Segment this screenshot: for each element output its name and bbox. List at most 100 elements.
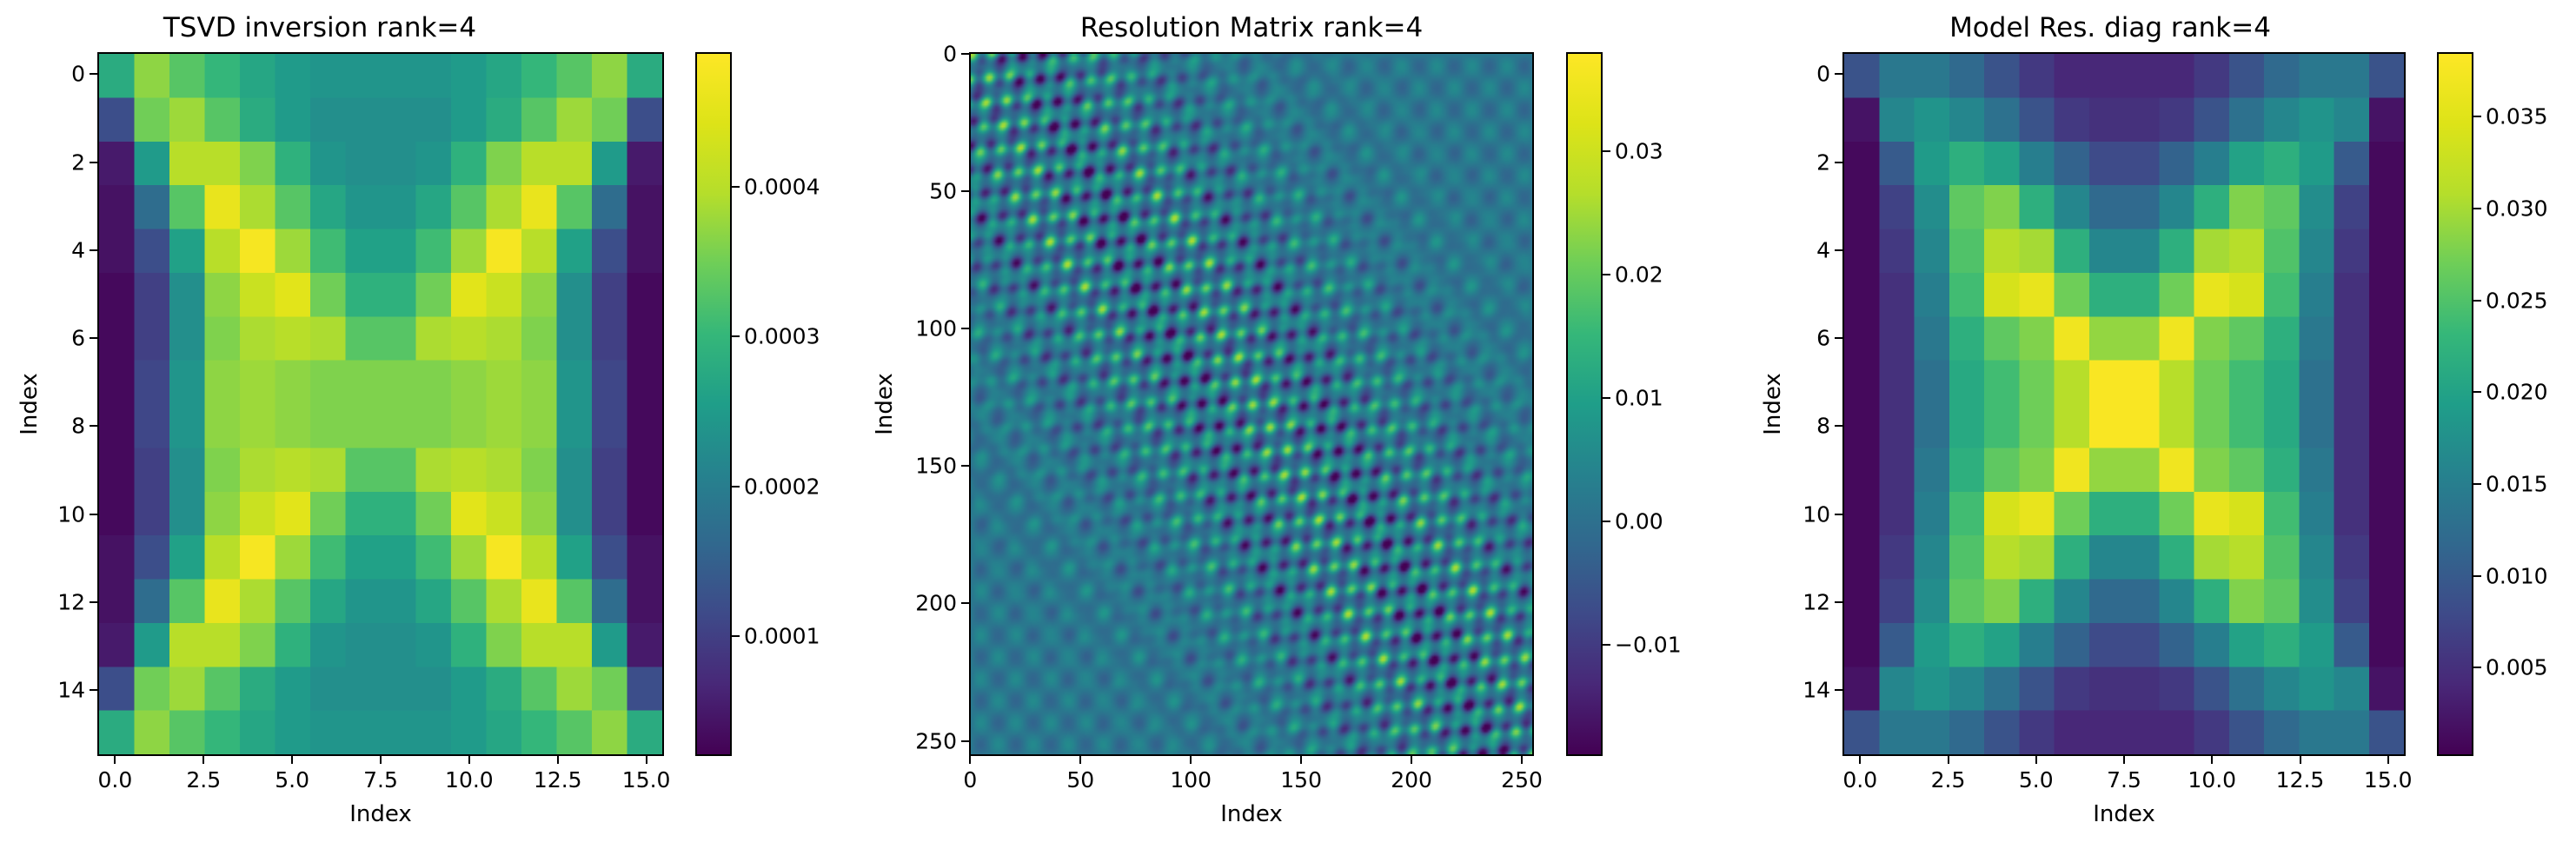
x-tick-label: 0 bbox=[963, 767, 978, 793]
x-tick-label: 7.5 bbox=[363, 767, 398, 793]
y-tick-mark bbox=[90, 337, 97, 340]
colorbar-tick-mark bbox=[1603, 273, 1610, 275]
y-tick-mark bbox=[90, 249, 97, 251]
colorbar bbox=[695, 52, 732, 756]
x-tick-label: 7.5 bbox=[2107, 767, 2141, 793]
y-axis-label: Index bbox=[17, 373, 43, 435]
colorbar-tick-label: 0.0001 bbox=[744, 623, 820, 649]
x-tick-label: 150 bbox=[1280, 767, 1322, 793]
y-tick-label: 2 bbox=[1816, 149, 1830, 176]
heatmap-cells bbox=[971, 54, 1532, 754]
x-tick-label: 2.5 bbox=[186, 767, 222, 793]
colorbar-tick-mark bbox=[732, 485, 740, 488]
y-tick-label: 14 bbox=[57, 677, 85, 703]
colorbar-tick-mark bbox=[2473, 391, 2481, 394]
x-tick-label: 0.0 bbox=[1842, 767, 1878, 793]
colorbar-tick-mark bbox=[2473, 482, 2481, 485]
x-tick-label: 15.0 bbox=[621, 767, 671, 793]
x-tick-label: 5.0 bbox=[275, 767, 310, 793]
y-tick-mark bbox=[961, 465, 969, 468]
y-tick-mark bbox=[961, 740, 969, 742]
x-tick-mark bbox=[1079, 756, 1082, 764]
colorbar-tick-mark bbox=[732, 635, 740, 638]
x-tick-mark bbox=[1190, 756, 1192, 764]
x-tick-mark bbox=[114, 756, 116, 764]
x-tick-mark bbox=[2123, 756, 2125, 764]
x-tick-label: 100 bbox=[1170, 767, 1212, 793]
colorbar-tick-label: 0.035 bbox=[2486, 103, 2548, 129]
colorbar-tick-label: 0.00 bbox=[1615, 508, 1663, 534]
y-tick-mark bbox=[90, 161, 97, 163]
colorbar-tick-mark bbox=[732, 335, 740, 338]
colorbar-tick-label: 0.020 bbox=[2486, 379, 2548, 405]
y-tick-label: 250 bbox=[915, 728, 957, 754]
colorbar-tick-mark bbox=[2473, 299, 2481, 302]
y-tick-label: 0 bbox=[71, 61, 85, 87]
x-axis-label: Index bbox=[1220, 801, 1283, 827]
colorbar-tick-label: 0.015 bbox=[2486, 471, 2548, 497]
x-tick-mark bbox=[1521, 756, 1524, 764]
chart-title: Model Res. diag rank=4 bbox=[1949, 12, 2271, 43]
y-tick-mark bbox=[90, 689, 97, 692]
y-tick-label: 12 bbox=[1803, 589, 1830, 615]
colorbar-tick-label: 0.010 bbox=[2486, 563, 2548, 589]
colorbar-tick-mark bbox=[2473, 667, 2481, 669]
x-tick-mark bbox=[380, 756, 382, 764]
x-tick-mark bbox=[1300, 756, 1303, 764]
x-tick-mark bbox=[291, 756, 294, 764]
y-tick-label: 12 bbox=[57, 589, 85, 615]
x-axis-label: Index bbox=[2093, 801, 2155, 827]
chart-title: TSVD inversion rank=4 bbox=[163, 12, 477, 43]
x-axis-label: Index bbox=[349, 801, 412, 827]
x-tick-mark bbox=[556, 756, 559, 764]
y-tick-label: 4 bbox=[71, 237, 85, 263]
colorbar-tick-mark bbox=[1603, 521, 1610, 522]
x-tick-label: 0.0 bbox=[97, 767, 133, 793]
heatmap-cells bbox=[99, 54, 662, 754]
colorbar-tick-label: 0.005 bbox=[2486, 654, 2548, 680]
x-tick-mark bbox=[2211, 756, 2214, 764]
colorbar-tick-mark bbox=[2473, 116, 2481, 118]
y-tick-label: 4 bbox=[1816, 237, 1830, 263]
y-tick-label: 200 bbox=[915, 590, 957, 616]
y-tick-label: 6 bbox=[71, 325, 85, 351]
colorbar-tick-mark bbox=[1603, 644, 1610, 647]
x-tick-mark bbox=[2035, 756, 2037, 764]
colorbar bbox=[1566, 52, 1603, 756]
heatmap-plot-area bbox=[969, 52, 1534, 756]
colorbar-tick-label: 0.02 bbox=[1615, 262, 1663, 288]
x-tick-mark bbox=[2299, 756, 2301, 764]
y-tick-label: 8 bbox=[1816, 413, 1830, 439]
y-tick-mark bbox=[1835, 337, 1842, 340]
x-tick-mark bbox=[2387, 756, 2389, 764]
y-tick-label: 50 bbox=[929, 178, 957, 204]
y-tick-mark bbox=[1835, 600, 1842, 603]
x-tick-mark bbox=[645, 756, 647, 764]
x-tick-mark bbox=[1947, 756, 1949, 764]
chart-title: Resolution Matrix rank=4 bbox=[1079, 12, 1424, 43]
y-tick-mark bbox=[90, 73, 97, 76]
x-tick-label: 200 bbox=[1391, 767, 1432, 793]
y-tick-mark bbox=[90, 513, 97, 515]
colorbar-tick-mark bbox=[2473, 574, 2481, 577]
colorbar-tick-mark bbox=[1603, 149, 1610, 152]
x-tick-label: 15.0 bbox=[2363, 767, 2413, 793]
colorbar bbox=[2437, 52, 2473, 756]
y-tick-mark bbox=[1835, 73, 1842, 76]
y-tick-label: 150 bbox=[915, 453, 957, 479]
x-tick-label: 250 bbox=[1501, 767, 1543, 793]
colorbar-tick-label: 0.01 bbox=[1615, 385, 1663, 411]
y-tick-label: 0 bbox=[943, 41, 957, 67]
y-tick-label: 100 bbox=[915, 315, 957, 342]
colorbar-tick-mark bbox=[1603, 396, 1610, 399]
x-tick-label: 5.0 bbox=[2018, 767, 2054, 793]
y-tick-mark bbox=[1835, 249, 1842, 251]
x-tick-label: 50 bbox=[1066, 767, 1095, 793]
y-tick-label: 14 bbox=[1803, 677, 1830, 703]
x-tick-label: 12.5 bbox=[2275, 767, 2325, 793]
x-tick-mark bbox=[969, 756, 972, 764]
y-tick-label: 10 bbox=[1803, 501, 1830, 527]
y-tick-mark bbox=[1835, 689, 1842, 692]
y-tick-label: 6 bbox=[1816, 325, 1830, 351]
x-tick-mark bbox=[202, 756, 205, 764]
